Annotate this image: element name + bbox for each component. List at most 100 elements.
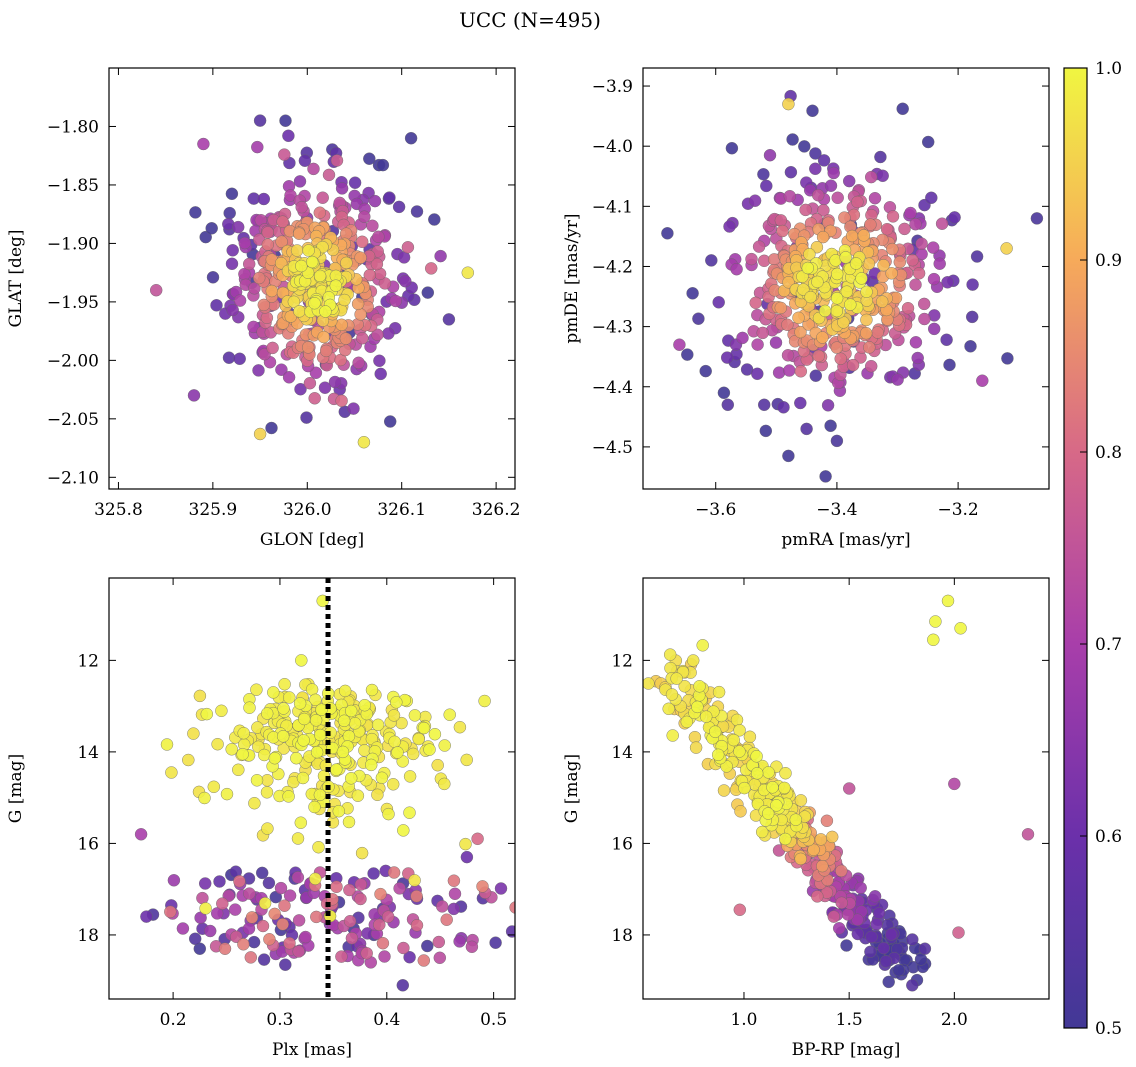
data-point: [762, 807, 775, 820]
data-point: [925, 191, 938, 205]
data-point: [317, 330, 330, 344]
x-axis-label: GLON [deg]: [260, 530, 364, 550]
data-point: [233, 352, 246, 365]
data-point: [712, 748, 725, 761]
data-point: [712, 685, 726, 699]
data-point: [774, 301, 787, 315]
data-point: [927, 241, 940, 254]
data-point: [263, 933, 276, 946]
data-point: [845, 229, 859, 243]
data-point: [782, 97, 795, 111]
data-point: [256, 919, 270, 933]
data-point: [283, 889, 297, 902]
data-point: [279, 958, 292, 971]
x-axis-label: Plx [mas]: [272, 1040, 352, 1060]
data-point: [384, 415, 397, 428]
data-point: [257, 298, 270, 312]
data-point: [404, 131, 418, 145]
data-point: [298, 154, 312, 167]
data-point: [389, 294, 402, 308]
x-tick-label: 326.0: [283, 500, 332, 520]
data-point: [914, 953, 928, 966]
data-point: [812, 349, 825, 363]
data-point: [367, 867, 380, 880]
data-point: [210, 299, 223, 312]
data-point: [345, 772, 358, 785]
data-point: [428, 728, 442, 741]
data-point: [203, 924, 217, 938]
data-point: [717, 784, 731, 797]
data-point: [700, 710, 713, 723]
data-point: [835, 896, 848, 909]
data-point: [316, 191, 329, 204]
data-point: [824, 419, 837, 432]
data-point: [838, 211, 851, 224]
data-point: [827, 166, 840, 180]
x-tick-label: 0.3: [266, 1010, 293, 1030]
data-point: [733, 903, 746, 916]
data-point: [952, 926, 965, 939]
data-point: [909, 336, 923, 349]
data-point: [313, 788, 327, 802]
y-axis-label: GLAT [deg]: [6, 229, 26, 327]
data-point: [187, 727, 200, 740]
data-point: [290, 244, 304, 257]
data-point: [397, 824, 410, 837]
data-point: [338, 293, 351, 307]
data-point: [412, 732, 425, 746]
y-tick-label: −1.90: [47, 234, 99, 254]
data-point: [794, 794, 808, 807]
data-point: [783, 364, 796, 377]
data-point: [310, 910, 323, 924]
y-tick-label: −2.10: [47, 468, 99, 488]
data-point: [320, 344, 333, 358]
data-point: [877, 941, 890, 955]
data-point: [266, 341, 279, 355]
data-point: [661, 227, 674, 240]
data-point: [687, 654, 700, 667]
data-point: [258, 748, 271, 762]
data-point: [797, 283, 810, 296]
y-tick-label: −4.4: [592, 378, 633, 398]
data-point: [376, 158, 390, 172]
data-point: [283, 937, 296, 950]
data-point: [225, 257, 239, 270]
data-point: [292, 914, 306, 927]
data-point: [302, 341, 315, 354]
data-point: [781, 349, 795, 362]
data-point: [253, 427, 267, 441]
data-points: [661, 89, 1044, 483]
data-point: [705, 254, 718, 267]
data-point: [225, 187, 239, 201]
data-point: [689, 741, 703, 754]
data-point: [751, 338, 764, 351]
data-point: [843, 782, 856, 795]
data-point: [236, 748, 249, 761]
data-point: [211, 738, 224, 751]
data-point: [265, 421, 278, 435]
data-point: [868, 191, 882, 205]
data-points: [643, 594, 1035, 992]
data-point: [363, 152, 376, 165]
data-point: [164, 905, 177, 918]
data-point: [253, 114, 267, 127]
data-point: [453, 721, 467, 734]
data-point: [300, 411, 313, 424]
data-point: [681, 348, 694, 361]
data-point: [966, 310, 979, 324]
data-point: [812, 188, 825, 202]
data-point: [226, 303, 239, 317]
data-point: [799, 203, 812, 217]
data-point: [298, 712, 311, 726]
data-point: [915, 237, 928, 250]
x-tick-label: 2.0: [941, 1010, 968, 1030]
x-tick-label: 326.1: [377, 500, 426, 520]
x-tick-label: 1.0: [730, 1010, 757, 1030]
data-point: [356, 332, 369, 345]
data-point: [871, 326, 884, 339]
x-tick-label: 0.2: [160, 1010, 187, 1030]
data-point: [365, 758, 378, 772]
data-point: [410, 890, 423, 903]
data-point: [134, 828, 148, 841]
